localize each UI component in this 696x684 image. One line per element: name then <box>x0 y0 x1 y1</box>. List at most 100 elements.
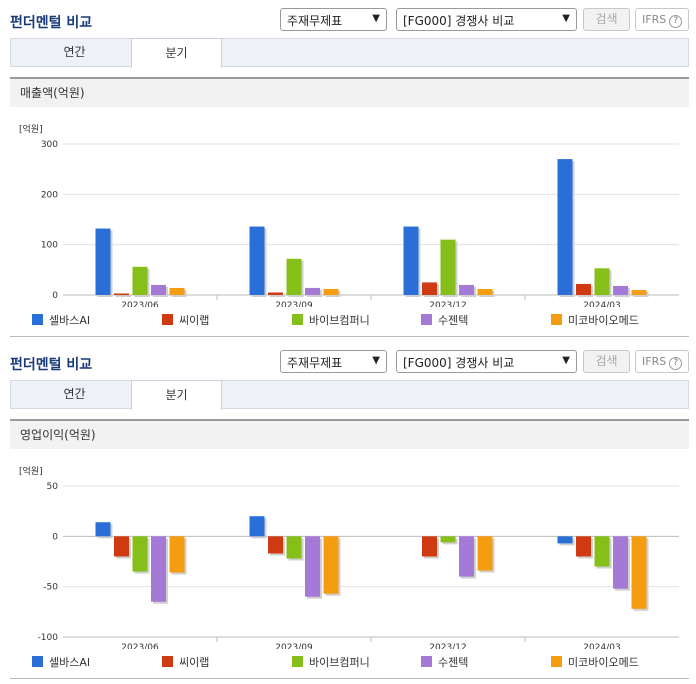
legend-label: 수젠텍 <box>438 314 469 327</box>
bar-2-3 <box>459 284 474 295</box>
comparison-select-value: [FG000] 경쟁사 비교 <box>403 14 515 28</box>
legend-label: 바이브컴퍼니 <box>309 314 370 327</box>
bar-1-1 <box>268 536 283 554</box>
chevron-down-icon: ▼ <box>562 13 570 24</box>
panel-revenue: 펀더멘털 비교 주재무제표 ▼ [FG000] 경쟁사 비교 ▼ 검색 IFRS… <box>0 0 696 337</box>
bar-1-0 <box>249 516 265 537</box>
metric-title: 매출액(억원) <box>10 77 689 107</box>
search-button[interactable]: 검색 <box>583 8 630 31</box>
legend-item[interactable]: 바이브컴퍼니 <box>292 654 370 670</box>
bar-0-1 <box>114 293 129 295</box>
legend-swatch <box>421 656 432 667</box>
bar-0-4 <box>169 287 185 295</box>
x-tick-label: 2023/12 <box>429 301 466 307</box>
legend-swatch <box>32 656 43 667</box>
help-icon[interactable]: ? <box>669 15 683 28</box>
legend-label: 미코바이오메드 <box>568 656 639 669</box>
statement-select-value: 주재무제표 <box>287 356 343 370</box>
panel-operating-profit: 펀더멘털 비교 주재무제표 ▼ [FG000] 경쟁사 비교 ▼ 검색 IFRS… <box>0 342 696 679</box>
unit-label: [억원] <box>19 465 43 477</box>
x-tick-label: 2023/12 <box>429 643 466 649</box>
revenue-chart: [억원] 0 100 200 300 2023/06 2023/09 2023/12 2024/… <box>19 123 679 307</box>
legend-swatch <box>421 314 432 325</box>
legend-label: 셀바스AI <box>49 314 91 327</box>
legend-item[interactable]: 셀바스AI <box>32 654 90 670</box>
y-tick-label: -50 <box>43 583 58 593</box>
y-tick-label: -100 <box>38 633 59 643</box>
bar-0-3 <box>151 536 166 602</box>
bar-3-1 <box>576 536 591 557</box>
bar-0-1 <box>114 536 129 557</box>
x-tick-label: 2023/09 <box>275 643 313 649</box>
bar-2-4 <box>477 288 493 295</box>
statement-select-value: 주재무제표 <box>287 14 343 28</box>
tab-quarterly[interactable]: 분기 <box>131 38 222 68</box>
legend-swatch <box>162 314 173 325</box>
legend-swatch <box>292 314 303 325</box>
x-tick-label: 2023/06 <box>121 301 159 307</box>
bar-2-2 <box>440 239 456 295</box>
comparison-select-value: [FG000] 경쟁사 비교 <box>403 356 515 370</box>
y-tick-label: 0 <box>52 291 58 301</box>
legend-item[interactable]: 바이브컴퍼니 <box>292 312 370 328</box>
legend-item[interactable]: 셀바스AI <box>32 312 90 328</box>
legend-label: 수젠텍 <box>438 656 469 669</box>
legend-item[interactable]: 수젠텍 <box>421 654 468 670</box>
bar-shadow <box>116 295 131 297</box>
bar-1-4 <box>323 536 339 594</box>
bar-2-0 <box>403 226 419 295</box>
x-tick-label: 2023/06 <box>121 643 159 649</box>
legend-item[interactable]: 씨이랩 <box>162 312 209 328</box>
panel-header: 펀더멘털 비교 주재무제표 ▼ [FG000] 경쟁사 비교 ▼ 검색 IFRS… <box>0 0 696 38</box>
legend-label: 바이브컴퍼니 <box>309 656 370 669</box>
y-tick-label: 300 <box>41 140 58 150</box>
bar-1-1 <box>268 292 283 295</box>
ifrs-button[interactable]: IFRS? <box>635 8 689 31</box>
bar-0-0 <box>95 228 111 295</box>
y-tick-label: 0 <box>52 532 58 542</box>
comparison-select[interactable]: [FG000] 경쟁사 비교 ▼ <box>396 8 577 31</box>
legend-item[interactable]: 미코바이오메드 <box>551 312 639 328</box>
legend-item[interactable]: 미코바이오메드 <box>551 654 639 670</box>
bar-3-4 <box>631 289 647 295</box>
tab-annual[interactable]: 연간 <box>63 45 86 59</box>
legend-item[interactable]: 씨이랩 <box>162 654 209 670</box>
ifrs-button[interactable]: IFRS? <box>635 350 689 373</box>
chart-area: [억원] -100 -50 0 50 2023/06 2023/09 2023/12 2024/… <box>10 449 689 679</box>
bar-1-2 <box>286 536 302 559</box>
bar-3-2 <box>594 268 610 295</box>
bar-2-2 <box>440 536 456 543</box>
tab-quarterly[interactable]: 분기 <box>131 380 222 410</box>
legend-swatch <box>551 656 562 667</box>
bar-1-2 <box>286 258 302 295</box>
bar-2-4 <box>477 536 493 571</box>
bar-1-3 <box>305 536 320 597</box>
bar-shadow <box>270 294 285 297</box>
bar-0-2 <box>132 266 148 295</box>
statement-select[interactable]: 주재무제표 ▼ <box>280 8 387 31</box>
unit-label: [억원] <box>19 123 43 135</box>
help-icon[interactable]: ? <box>669 357 683 370</box>
bar-2-3 <box>459 536 474 577</box>
legend-item[interactable]: 수젠텍 <box>421 312 468 328</box>
comparison-select[interactable]: [FG000] 경쟁사 비교 ▼ <box>396 350 577 373</box>
ifrs-label: IFRS <box>642 13 667 26</box>
panel-header: 펀더멘털 비교 주재무제표 ▼ [FG000] 경쟁사 비교 ▼ 검색 IFRS… <box>0 342 696 380</box>
tab-annual[interactable]: 연간 <box>63 387 86 401</box>
bar-3-3 <box>613 536 628 589</box>
search-button[interactable]: 검색 <box>583 350 630 373</box>
divider <box>10 678 689 679</box>
legend-swatch <box>551 314 562 325</box>
legend-swatch <box>32 314 43 325</box>
bar-1-0 <box>249 226 265 295</box>
statement-select[interactable]: 주재무제표 ▼ <box>280 350 387 373</box>
legend: 셀바스AI 씨이랩 바이브컴퍼니 수젠텍 미코바이오메드 <box>10 654 689 670</box>
period-tabs: 연간 분기 <box>10 38 689 68</box>
chart-area: [억원] 0 100 200 300 2023/06 2023/09 2023/12 2024/… <box>10 107 689 337</box>
metric-title: 영업이익(억원) <box>10 419 689 449</box>
bar-0-0 <box>95 522 111 537</box>
period-tabs: 연간 분기 <box>10 380 689 410</box>
y-tick-label: 50 <box>47 482 59 492</box>
bar-3-1 <box>576 283 591 295</box>
x-tick-label: 2024/03 <box>583 301 620 307</box>
